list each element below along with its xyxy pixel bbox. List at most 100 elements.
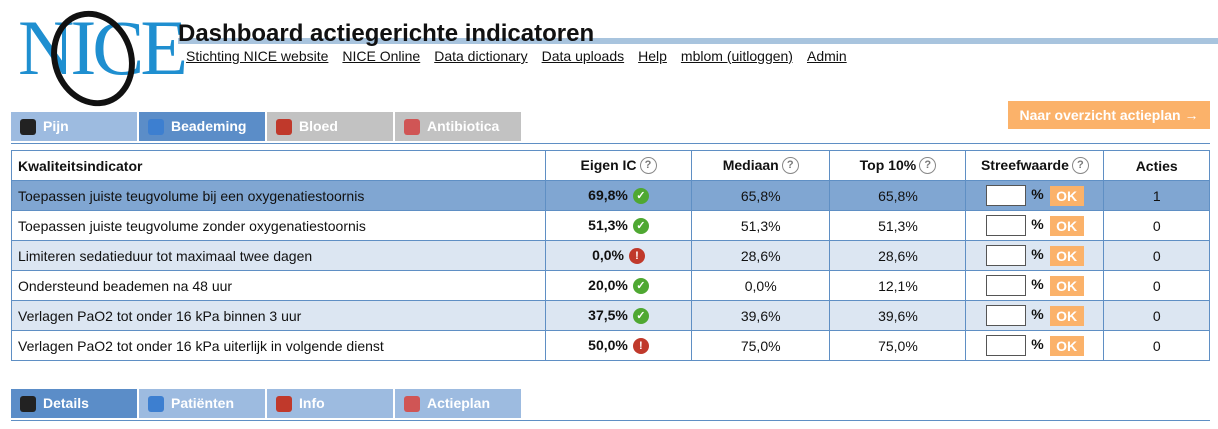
tab-label: Antibiotica [427, 118, 500, 134]
target-input[interactable] [986, 305, 1027, 326]
tab-icon [404, 396, 420, 412]
tab[interactable]: Info [267, 389, 393, 418]
target-input[interactable] [986, 335, 1027, 356]
top10: 28,6% [829, 240, 967, 271]
status-icon: ✓ [632, 188, 649, 205]
streefwaarde: % OK [965, 330, 1105, 361]
eigen-ic: 51,3% ✓ [545, 210, 692, 241]
unit: % [1031, 246, 1044, 263]
eigen-ic-value: 0,0% [592, 246, 624, 263]
tab[interactable]: Beademing [139, 112, 265, 141]
eigen-ic: 69,8% ✓ [545, 180, 692, 211]
indicator-name: Toepassen juiste teugvolume zonder oxyge… [10, 210, 547, 241]
tab[interactable]: Details [11, 389, 137, 418]
ok-button[interactable]: OK [1049, 275, 1084, 296]
header-label: Streefwaarde [980, 156, 1069, 173]
status-icon: ! [632, 338, 649, 355]
action-button[interactable]: Naar overzicht actieplan → [1008, 101, 1210, 129]
tab[interactable]: Patiënten [139, 389, 265, 418]
mediaan: 75,0% [690, 330, 831, 361]
nav-link[interactable]: Stichting NICE website [186, 48, 329, 64]
column-header: Mediaan? [690, 150, 831, 181]
nav-links: Stichting NICE website NICE Online Data di… [186, 48, 861, 64]
mediaan: 65,8% [690, 180, 831, 211]
streefwaarde: % OK [965, 270, 1105, 301]
streefwaarde: % OK [965, 210, 1105, 241]
help-icon[interactable]: ? [639, 157, 657, 175]
tab-label: Actieplan [427, 395, 491, 411]
eigen-ic-value: 20,0% [588, 276, 628, 293]
tab-icon [20, 119, 36, 135]
header-label: Kwaliteitsindicator [18, 157, 143, 174]
nav-link[interactable]: Help [638, 48, 667, 64]
ok-button[interactable]: OK [1049, 335, 1084, 356]
ok-button[interactable]: OK [1049, 245, 1084, 266]
ok-button[interactable]: OK [1049, 305, 1084, 326]
tab[interactable]: Actieplan [395, 389, 521, 418]
target-input[interactable] [986, 275, 1027, 296]
acties: 0 [1103, 240, 1210, 271]
nav-link[interactable]: NICE Online [342, 48, 421, 64]
tab-label: Patiënten [171, 395, 235, 411]
unit: % [1031, 216, 1044, 233]
header-label: Top 10% [859, 156, 917, 173]
nav-link[interactable]: Admin [806, 48, 847, 64]
table-row[interactable]: Verlagen PaO2 tot onder 16 kPa uiterlijk… [10, 330, 1210, 361]
header-label: Acties [1135, 157, 1178, 174]
unit: % [1031, 186, 1044, 203]
tab-label: Pijn [43, 118, 69, 134]
table-row[interactable]: Limiteren sedatieduur tot maximaal twee … [10, 240, 1210, 271]
eigen-ic-value: 37,5% [588, 306, 628, 323]
tab-icon [20, 396, 36, 412]
table-row[interactable]: Ondersteund beademen na 48 uur 20,0% ✓ 0,0%… [10, 270, 1210, 301]
top10: 51,3% [829, 210, 967, 241]
status-icon: ✓ [632, 278, 649, 295]
tab-icon [276, 396, 292, 412]
nav-link[interactable]: mblom (uitloggen) [680, 48, 793, 64]
help-icon[interactable]: ? [781, 157, 799, 175]
mediaan: 39,6% [690, 300, 831, 331]
target-input[interactable] [986, 245, 1027, 266]
eigen-ic-value: 50,0% [588, 336, 628, 353]
logo[interactable]: NICE [18, 4, 188, 91]
streefwaarde: % OK [965, 180, 1105, 211]
target-input[interactable] [986, 215, 1027, 236]
ok-button[interactable]: OK [1049, 215, 1084, 236]
target-input[interactable] [986, 185, 1027, 206]
unit: % [1031, 306, 1044, 323]
column-header: Streefwaarde? [965, 150, 1105, 181]
indicator-name: Verlagen PaO2 tot onder 16 kPa binnen 3 … [10, 300, 547, 331]
tab-label: Info [299, 395, 325, 411]
column-header: Acties [1103, 150, 1210, 181]
nav-link[interactable]: Data uploads [541, 48, 625, 64]
tab[interactable]: Pijn [11, 112, 137, 141]
ok-button[interactable]: OK [1049, 185, 1084, 206]
tab-icon [276, 119, 292, 135]
eigen-ic: 50,0%! [545, 330, 692, 361]
status-icon: ✓ [632, 218, 649, 235]
nav-link[interactable]: Data dictionary [434, 48, 528, 64]
table-row[interactable]: Toepassen juiste teugvolume bij een oxyg… [10, 180, 1210, 211]
unit: % [1031, 336, 1044, 353]
tab-icon [404, 119, 420, 135]
column-header: Top 10%? [829, 150, 967, 181]
help-icon[interactable]: ? [919, 157, 937, 175]
eigen-ic-value: 69,8% [588, 186, 628, 203]
streefwaarde: % OK [965, 300, 1105, 331]
acties: 0 [1103, 300, 1210, 331]
tab-icon [148, 119, 164, 135]
help-icon[interactable]: ? [1071, 157, 1089, 175]
header-bar [178, 38, 1218, 44]
acties: 0 [1103, 210, 1210, 241]
mediaan: 0,0% [690, 270, 831, 301]
acties: 0 [1103, 270, 1210, 301]
tab[interactable]: Bloed [267, 112, 393, 141]
table-row[interactable]: Toepassen juiste teugvolume zonder oxyge… [10, 210, 1210, 241]
tab-label: Details [43, 395, 89, 411]
tab-rule [11, 420, 1210, 421]
tab[interactable]: Antibiotica [395, 112, 521, 141]
header-label: Eigen IC [580, 156, 637, 173]
table-row[interactable]: Verlagen PaO2 tot onder 16 kPa binnen 3 … [10, 300, 1210, 331]
streefwaarde: % OK [965, 240, 1105, 271]
acties: 1 [1103, 180, 1210, 211]
